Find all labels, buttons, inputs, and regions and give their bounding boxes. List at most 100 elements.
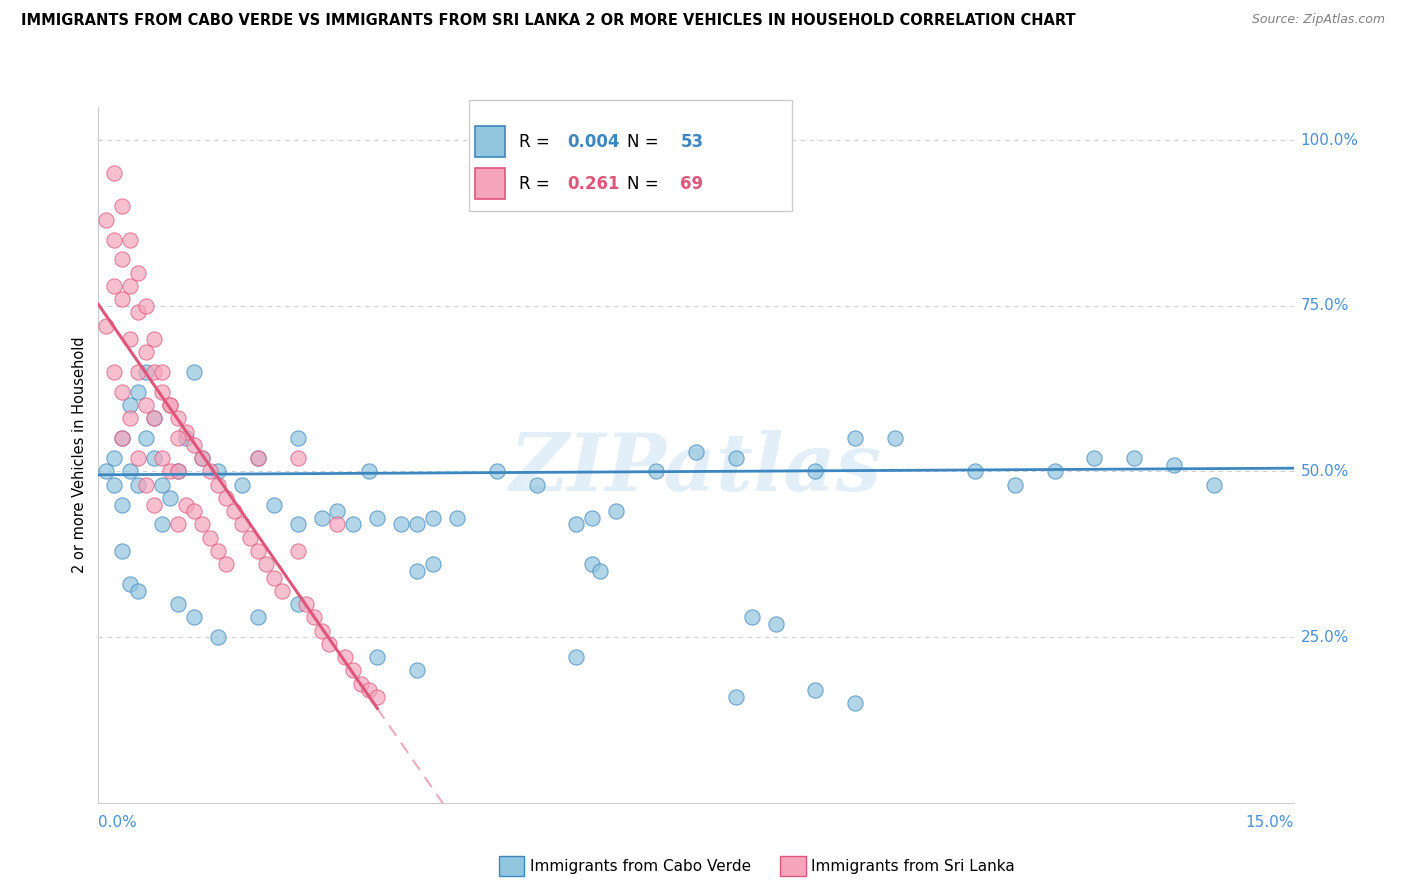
Point [844, 431, 866, 445]
Point [167, 597, 190, 611]
Point [1123, 451, 1146, 466]
Point [287, 517, 309, 532]
Point [359, 683, 381, 698]
Point [804, 465, 827, 479]
Point [287, 544, 309, 558]
Point [159, 465, 181, 479]
Point [422, 511, 444, 525]
Point [366, 690, 388, 704]
Point [167, 517, 190, 532]
Point [135, 365, 157, 379]
Point [191, 451, 214, 466]
Point [406, 564, 429, 578]
Point [318, 637, 340, 651]
Point [167, 465, 190, 479]
Point [270, 583, 292, 598]
Point [246, 544, 269, 558]
Point [231, 477, 253, 491]
Point [143, 498, 166, 512]
Text: Immigrants from Sri Lanka: Immigrants from Sri Lanka [811, 859, 1015, 873]
Text: 69: 69 [681, 175, 703, 193]
Point [167, 465, 190, 479]
Point [724, 451, 747, 466]
Text: R =: R = [519, 175, 555, 193]
Point [311, 511, 333, 525]
Point [565, 517, 588, 532]
Point [198, 531, 221, 545]
Point [311, 624, 333, 638]
Point [207, 465, 229, 479]
Point [111, 199, 134, 213]
Text: Source: ZipAtlas.com: Source: ZipAtlas.com [1251, 13, 1385, 27]
Point [302, 610, 325, 624]
Point [111, 544, 134, 558]
Point [765, 616, 787, 631]
Point [150, 451, 173, 466]
Point [127, 365, 149, 379]
Text: 0.004: 0.004 [567, 133, 620, 151]
Text: 15.0%: 15.0% [1246, 815, 1294, 830]
Point [350, 676, 373, 690]
Point [215, 558, 238, 572]
Point [366, 511, 388, 525]
Point [111, 292, 134, 306]
Point [1083, 451, 1105, 466]
Point [406, 663, 429, 677]
Point [741, 610, 763, 624]
Point [103, 166, 125, 180]
Point [246, 451, 269, 466]
Point [127, 266, 149, 280]
Text: N =: N = [627, 175, 664, 193]
Point [191, 451, 214, 466]
Point [111, 498, 134, 512]
Point [127, 477, 149, 491]
Point [335, 650, 357, 665]
Point [127, 305, 149, 319]
Point [565, 650, 588, 665]
Point [581, 511, 603, 525]
Text: 25.0%: 25.0% [1301, 630, 1348, 645]
Point [111, 252, 134, 267]
Text: 0.0%: 0.0% [98, 815, 138, 830]
Point [150, 384, 173, 399]
Point [191, 517, 214, 532]
Text: 0.261: 0.261 [567, 175, 620, 193]
Point [143, 332, 166, 346]
Text: 75.0%: 75.0% [1301, 298, 1348, 313]
Point [215, 491, 238, 505]
Point [485, 465, 508, 479]
Text: Immigrants from Cabo Verde: Immigrants from Cabo Verde [530, 859, 751, 873]
Point [254, 558, 277, 572]
Point [287, 431, 309, 445]
Point [884, 431, 907, 445]
Point [174, 498, 197, 512]
Point [120, 233, 142, 247]
Point [143, 451, 166, 466]
Point [446, 511, 468, 525]
Point [111, 431, 134, 445]
Point [239, 531, 262, 545]
Text: 50.0%: 50.0% [1301, 464, 1348, 479]
Point [326, 517, 349, 532]
Point [96, 318, 118, 333]
Point [231, 517, 253, 532]
Point [135, 398, 157, 412]
Point [159, 491, 181, 505]
Point [359, 465, 381, 479]
Point [207, 544, 229, 558]
Point [1043, 465, 1066, 479]
Point [963, 465, 986, 479]
Point [120, 332, 142, 346]
Point [183, 438, 205, 452]
Point [127, 583, 149, 598]
Point [645, 465, 668, 479]
Point [422, 558, 444, 572]
Point [389, 517, 412, 532]
FancyBboxPatch shape [475, 168, 505, 199]
Point [143, 411, 166, 425]
Point [150, 365, 173, 379]
Point [135, 477, 157, 491]
Point [135, 299, 157, 313]
Point [120, 411, 142, 425]
Point [111, 431, 134, 445]
